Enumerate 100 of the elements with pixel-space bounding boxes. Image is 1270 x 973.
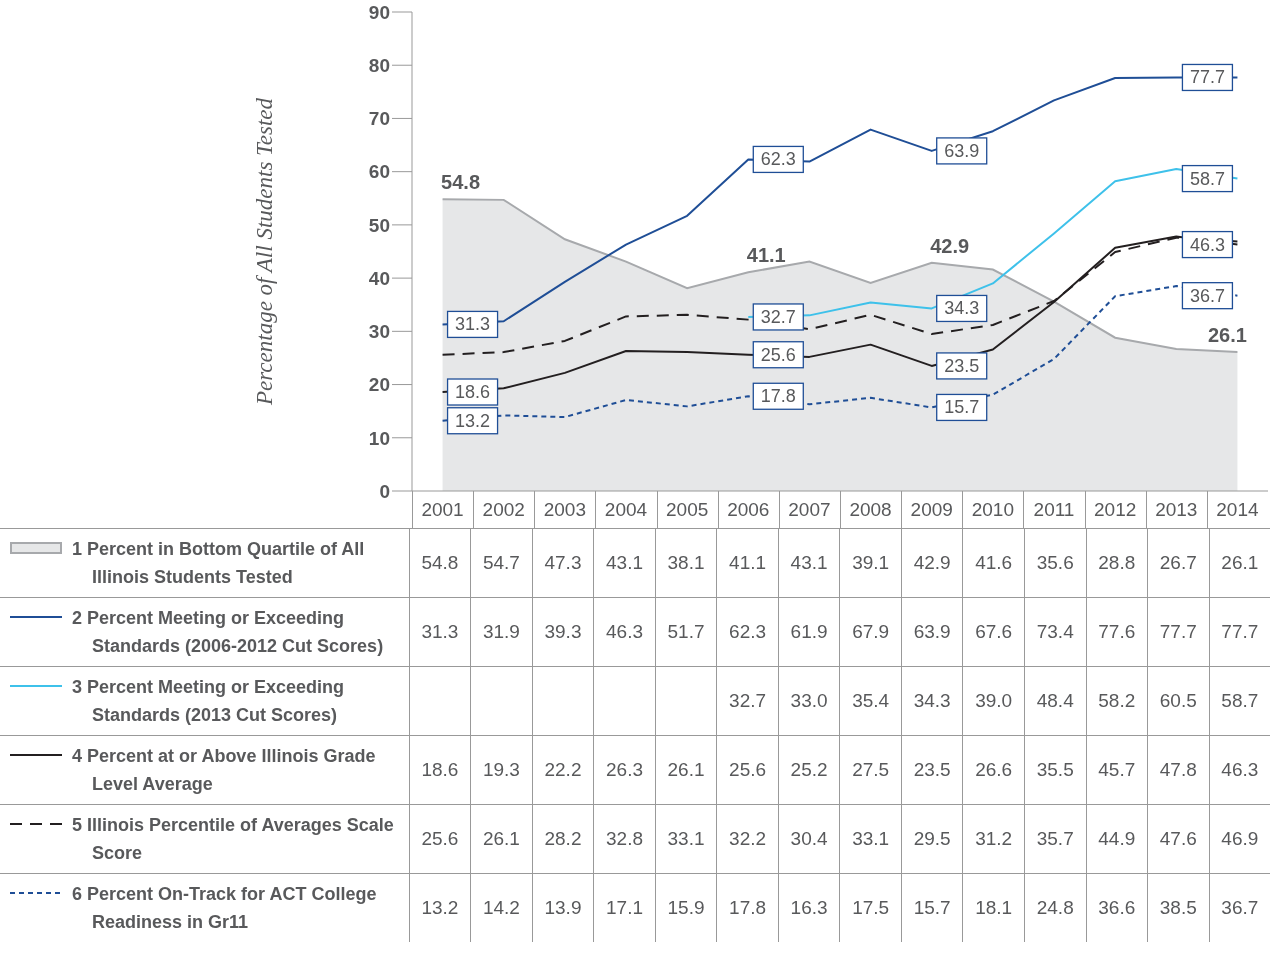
legend-label: 1 Percent in Bottom Quartile of All Illinois Students Tested [72, 538, 366, 589]
data-label: 31.9 [470, 598, 532, 666]
x-tick-label: 2010 [971, 499, 1014, 521]
data-label: 15.7 [900, 874, 963, 942]
x-tick-label: 2006 [727, 499, 770, 521]
data-label: 51.7 [654, 598, 717, 666]
data-label: 16.3 [777, 874, 840, 942]
annotation: 17.8 [760, 386, 796, 407]
data-label: 26.3 [593, 736, 655, 804]
data-label: 25.6 [408, 805, 471, 873]
annotation: 77.7 [1189, 67, 1225, 88]
y-tick-label: 50 [368, 214, 390, 236]
data-label: 46.9 [1208, 805, 1270, 873]
x-tick-label: 2003 [543, 499, 586, 521]
data-label: 77.7 [1208, 598, 1270, 666]
data-label: 39.3 [531, 598, 594, 666]
annotation: 42.9 [930, 234, 970, 257]
annotation: 54.8 [441, 171, 481, 194]
data-label: 39.1 [839, 529, 901, 597]
data-label: 30.4 [777, 805, 840, 873]
x-tick-label: 2009 [910, 499, 953, 521]
data-label: 46.3 [593, 598, 655, 666]
data-label: 46.3 [1208, 736, 1270, 804]
annotation: 26.1 [1207, 324, 1247, 347]
annotation: 15.7 [944, 397, 980, 418]
data-label: 73.4 [1023, 598, 1086, 666]
data-label: 60.5 [1147, 667, 1209, 735]
data-label: 44.9 [1085, 805, 1148, 873]
data-label: 13.2 [408, 874, 471, 942]
data-label: 45.7 [1085, 736, 1148, 804]
y-tick-label: 40 [368, 267, 390, 289]
annotation: 34.3 [944, 298, 980, 319]
data-label: 15.9 [654, 874, 717, 942]
data-label: 17.5 [839, 874, 901, 942]
x-tick-label: 2002 [482, 499, 525, 521]
data-label: 32.7 [716, 667, 778, 735]
data-label: 25.6 [716, 736, 778, 804]
data-label: 26.6 [962, 736, 1024, 804]
data-label: 62.3 [716, 598, 778, 666]
legend-label: 3 Percent Meeting or Exceeding Standards (2013 Cut Scores) [72, 676, 346, 727]
y-tick-label: 10 [368, 427, 390, 449]
data-label: 18.1 [962, 874, 1024, 942]
y-tick-label: 30 [368, 321, 390, 343]
data-label: 77.6 [1085, 598, 1148, 666]
x-tick-label: 2012 [1094, 499, 1137, 521]
data-label: 41.6 [962, 529, 1024, 597]
x-tick-label: 2005 [666, 499, 709, 521]
data-label: 19.3 [470, 736, 532, 804]
x-tick-label: 2007 [788, 499, 831, 521]
data-label: 33.0 [777, 667, 840, 735]
data-label: 26.1 [470, 805, 532, 873]
data-label: 67.6 [962, 598, 1024, 666]
data-label: 24.8 [1023, 874, 1086, 942]
annotation: 36.7 [1189, 285, 1225, 306]
y-tick-label: 80 [368, 54, 390, 76]
data-label: 38.1 [654, 529, 717, 597]
data-label: 13.9 [531, 874, 594, 942]
legend-label: 5 Illinois Percentile of Averages Scale Score [72, 814, 395, 865]
data-label: 36.6 [1085, 874, 1148, 942]
data-label: 54.7 [470, 529, 532, 597]
data-label: 26.1 [1208, 529, 1270, 597]
data-label: 17.8 [716, 874, 778, 942]
data-label: 41.1 [716, 529, 778, 597]
data-label: 28.2 [531, 805, 594, 873]
data-label: 35.5 [1023, 736, 1086, 804]
x-tick-label: 2004 [604, 499, 648, 521]
data-label: 47.6 [1147, 805, 1209, 873]
legend-label: 4 Percent at or Above Illinois Grade Level Average [72, 745, 377, 796]
data-label: 35.4 [839, 667, 901, 735]
data-label: 58.7 [1208, 667, 1270, 735]
data-label: 17.1 [593, 874, 655, 942]
data-label: 63.9 [900, 598, 963, 666]
data-label: 29.5 [900, 805, 963, 873]
data-label: 23.5 [900, 736, 963, 804]
data-label: 33.1 [654, 805, 717, 873]
data-label: 14.2 [470, 874, 532, 942]
data-label: 31.2 [962, 805, 1024, 873]
x-tick-label: 2001 [421, 499, 464, 521]
data-label: 36.7 [1208, 874, 1270, 942]
y-tick-label: 0 [379, 480, 390, 502]
data-label: 43.1 [777, 529, 840, 597]
data-label: 33.1 [839, 805, 901, 873]
x-tick-label: 2014 [1216, 499, 1259, 521]
annotation: 18.6 [455, 382, 491, 403]
data-label: 35.7 [1023, 805, 1086, 873]
data-label: 35.6 [1023, 529, 1086, 597]
x-tick-label: 2008 [849, 499, 892, 521]
data-label: 47.8 [1147, 736, 1209, 804]
y-axis-title: Percentage of All Students Tested [252, 97, 277, 407]
y-tick-label: 60 [368, 161, 390, 183]
data-label: 39.0 [962, 667, 1024, 735]
data-label: 61.9 [777, 598, 840, 666]
data-label: 26.7 [1147, 529, 1209, 597]
data-label: 25.2 [777, 736, 840, 804]
legend-label: 6 Percent On-Track for ACT College Readiness in Gr11 [72, 883, 378, 934]
data-label: 32.8 [593, 805, 655, 873]
annotation: 46.3 [1189, 234, 1225, 255]
data-label: 28.8 [1085, 529, 1148, 597]
data-label: 22.2 [531, 736, 594, 804]
x-tick-label: 2013 [1155, 499, 1198, 521]
